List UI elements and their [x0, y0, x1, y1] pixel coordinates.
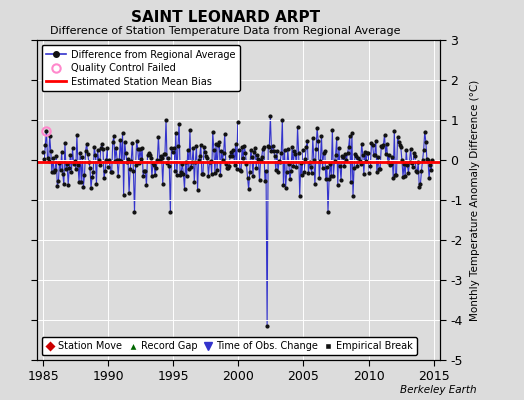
Text: Difference of Station Temperature Data from Regional Average: Difference of Station Temperature Data f… — [50, 26, 400, 36]
Text: Berkeley Earth: Berkeley Earth — [400, 385, 477, 395]
Legend: Station Move, Record Gap, Time of Obs. Change, Empirical Break: Station Move, Record Gap, Time of Obs. C… — [41, 337, 417, 355]
Y-axis label: Monthly Temperature Anomaly Difference (°C): Monthly Temperature Anomaly Difference (… — [470, 79, 480, 321]
Text: SAINT LEONARD ARPT: SAINT LEONARD ARPT — [131, 10, 320, 25]
